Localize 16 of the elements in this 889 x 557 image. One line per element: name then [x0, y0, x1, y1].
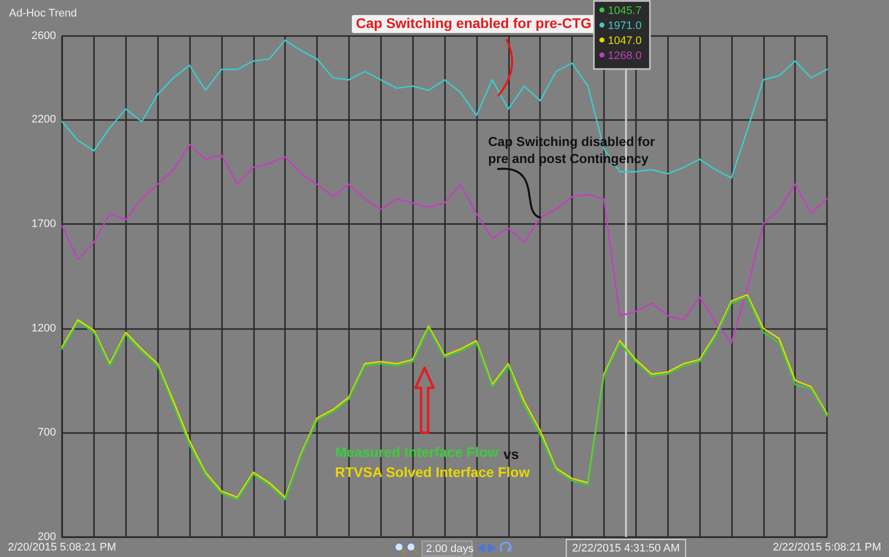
- time-span-field: 2.00 days: [422, 540, 474, 556]
- y-tick-label: 200: [38, 531, 56, 543]
- y-tick-label: 1700: [32, 218, 56, 230]
- x-tick-label: 2/22/2015 5:08:21 PM: [772, 542, 882, 554]
- annotation: 1268.0: [608, 50, 642, 62]
- y-tick-label: 2600: [32, 30, 56, 42]
- text: 1045.7: [608, 5, 642, 17]
- text: 1971.0: [608, 20, 642, 32]
- x-tick-label: 2/20/2015 5:08:21 PM: [8, 542, 116, 554]
- chart-title: Ad-Hoc Trend: [9, 8, 77, 20]
- y-tick-label: 1200: [32, 322, 56, 334]
- y-tick-label: 700: [38, 426, 56, 439]
- annotation: Cap Switching enabled for pre-CTG: [356, 15, 592, 31]
- annotation: 1047.0: [608, 35, 642, 47]
- ref-line-label: 2/22/2015 4:31:50 AM: [572, 542, 680, 554]
- y-tick-label: 2200: [32, 114, 56, 126]
